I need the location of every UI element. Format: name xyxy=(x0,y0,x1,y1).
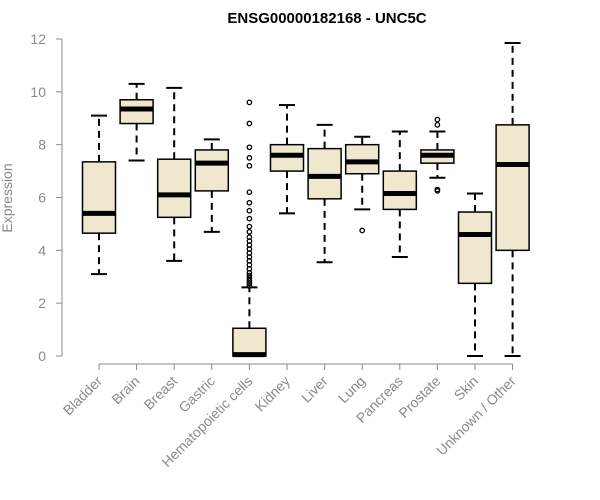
y-tick-label: 8 xyxy=(38,137,46,153)
x-tick-label: Bladder xyxy=(60,373,106,419)
x-tick-label: Skin xyxy=(451,373,482,404)
outlier-point xyxy=(246,99,253,106)
outlier-point xyxy=(246,215,253,222)
outlier-point xyxy=(246,144,253,151)
iqr-box xyxy=(382,170,418,211)
outlier-point xyxy=(434,122,441,128)
iqr-box xyxy=(495,124,530,252)
box-series xyxy=(81,41,530,358)
x-tick-label: Lung xyxy=(335,373,368,406)
outlier-point xyxy=(246,234,253,240)
iqr-box xyxy=(194,149,230,192)
x-tick-label: Breast xyxy=(140,373,180,413)
box-breast xyxy=(156,86,192,262)
y-tick-label: 2 xyxy=(38,295,46,311)
x-tick-label: Liver xyxy=(298,373,331,406)
outlier-point xyxy=(246,120,253,127)
y-tick-label: 4 xyxy=(38,242,46,258)
outlier-point xyxy=(246,189,253,196)
box-hematopoietic-cells xyxy=(232,99,267,358)
iqr-box xyxy=(156,158,192,219)
outlier-point xyxy=(246,162,253,169)
box-gastric xyxy=(194,138,230,233)
box-lung xyxy=(344,135,380,234)
iqr-box xyxy=(119,99,154,125)
outlier-point xyxy=(246,275,253,281)
outlier-point xyxy=(246,280,253,287)
iqr-box xyxy=(269,143,305,172)
y-tick-label: 12 xyxy=(30,31,46,47)
box-skin xyxy=(457,192,493,357)
outlier-point xyxy=(434,186,441,193)
iqr-box xyxy=(81,161,117,234)
box-prostate xyxy=(420,116,455,194)
iqr-box xyxy=(344,143,380,175)
y-tick-label: 0 xyxy=(38,348,46,364)
outlier-point xyxy=(246,272,253,279)
outlier-point xyxy=(434,116,441,123)
y-tick-label: 10 xyxy=(30,84,46,100)
outlier-point xyxy=(246,283,253,289)
box-pancreas xyxy=(382,130,418,258)
box-liver xyxy=(307,123,342,264)
x-tick-label: Brain xyxy=(108,373,142,407)
chart-title: ENSG00000182168 - UNC5C xyxy=(227,10,426,27)
box-unknown-other xyxy=(495,41,530,357)
box-bladder xyxy=(81,114,117,276)
y-tick-label: 6 xyxy=(38,190,46,206)
outlier-point xyxy=(359,227,366,234)
outlier-point xyxy=(246,199,253,206)
x-tick-label: Kidney xyxy=(252,373,294,415)
x-tick-label: Prostate xyxy=(395,373,443,421)
iqr-box xyxy=(307,147,342,200)
box-brain xyxy=(119,82,154,162)
iqr-box xyxy=(457,211,493,285)
outlier-point xyxy=(246,223,253,230)
outlier-point xyxy=(246,228,253,235)
box-kidney xyxy=(269,104,305,215)
outlier-point xyxy=(246,277,253,284)
iqr-box xyxy=(232,327,267,357)
outlier-point xyxy=(246,207,253,214)
y-axis-label: Expression xyxy=(0,163,15,232)
y-axis: 0 2 4 6 8 10 12 xyxy=(30,31,63,364)
outlier-point xyxy=(246,155,253,161)
